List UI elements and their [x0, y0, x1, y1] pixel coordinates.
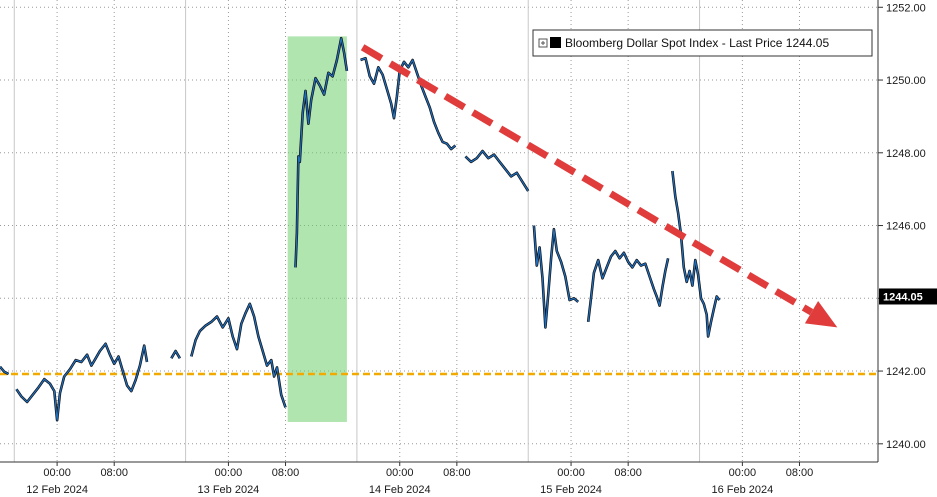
series-line-1: [15, 343, 148, 421]
series-line-outline-6: [464, 149, 530, 192]
series-layer: [0, 36, 721, 422]
x-tick-labels: 00:00 08:00 00:00 08:00 00:00 08:00 00:00 08:00…: [26, 462, 813, 496]
y-tick-label-1: 1242.00: [886, 366, 926, 378]
trend-arrow-shaft: [360, 44, 814, 316]
y-tick-label-4: 1248.00: [886, 148, 926, 160]
y-tick-label-3: 1246.00: [886, 221, 926, 233]
trend-arrow-head: [804, 301, 838, 328]
last-price-label: 1244.05: [883, 291, 923, 303]
series-line-5: [360, 57, 456, 150]
x-tick-label-7: 08:00: [614, 467, 642, 479]
y-tick-label-0: 1240.00: [886, 439, 926, 451]
series-line-outline-9: [671, 170, 721, 338]
series-line-7: [533, 225, 579, 328]
x-tick-label-5: 08:00: [443, 467, 471, 479]
series-line-outline-1: [15, 342, 149, 422]
date-label-2: 14 Feb 2024: [369, 484, 431, 496]
x-tick-label-6: 00:00: [557, 467, 585, 479]
x-tick-label-3: 08:00: [272, 467, 300, 479]
x-tick-label-8: 00:00: [729, 467, 757, 479]
series-line-8: [587, 250, 669, 322]
legend: Bloomberg Dollar Spot Index - Last Price…: [532, 29, 873, 57]
legend-swatch: [550, 37, 561, 48]
y-tick-labels: 1240.001242.001244.001246.001248.001250.…: [878, 2, 926, 451]
y-tick-label-6: 1252.00: [886, 2, 926, 14]
last-price-tag-bg: [879, 288, 937, 305]
series-line-6: [464, 150, 529, 192]
date-label-0: 12 Feb 2024: [26, 484, 88, 496]
axes: [0, 0, 879, 463]
plus-icon: [541, 41, 545, 45]
series-line-0: [0, 366, 9, 375]
legend-label: Bloomberg Dollar Spot Index - Last Price…: [565, 36, 829, 50]
x-tick-label-2: 00:00: [215, 467, 243, 479]
series-line-outline-3: [190, 302, 287, 408]
x-tick-label-0: 00:00: [43, 467, 71, 479]
series-line-4: [294, 37, 348, 268]
date-label-4: 16 Feb 2024: [711, 484, 773, 496]
day-separators: [13, 0, 701, 462]
date-label-3: 15 Feb 2024: [540, 484, 602, 496]
date-label-1: 13 Feb 2024: [198, 484, 260, 496]
x-tick-label-4: 00:00: [386, 467, 414, 479]
legend-box: [532, 29, 873, 57]
series-line-3: [190, 303, 287, 408]
grid: [0, 0, 878, 462]
series-line-2: [170, 350, 181, 359]
y-tick-label-5: 1250.00: [886, 75, 926, 87]
trend-arrow-layer: [360, 44, 838, 328]
x-tick-label-1: 08:00: [100, 467, 128, 479]
last-price-tag: 1244.05: [879, 288, 937, 305]
x-tick-label-9: 08:00: [786, 467, 814, 479]
